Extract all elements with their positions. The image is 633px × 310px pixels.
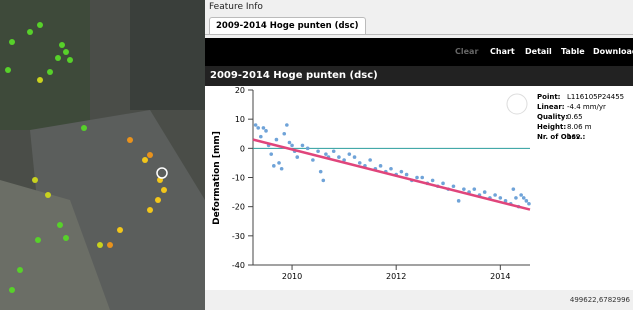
point: [462, 187, 466, 191]
toolbar: Clear Chart Detail Table Download: [205, 38, 633, 66]
point: [282, 132, 286, 136]
info-label: Linear:: [537, 103, 565, 111]
point: [512, 187, 516, 191]
x-tick-label: 2014: [490, 272, 510, 281]
x-tick-label: 2012: [386, 272, 406, 281]
point: [288, 141, 292, 145]
table-button[interactable]: Table: [561, 47, 585, 56]
info-label: Quality:: [537, 113, 568, 121]
point: [353, 155, 357, 159]
x-tick-label: 2010: [282, 272, 302, 281]
point: [472, 187, 476, 191]
y-tick-label: 20: [235, 86, 245, 95]
point: [295, 155, 299, 159]
point: [259, 135, 263, 139]
clear-button[interactable]: Clear: [455, 47, 478, 56]
point: [452, 184, 456, 188]
point: [348, 152, 352, 156]
y-tick-label: -40: [232, 261, 245, 270]
point: [275, 138, 279, 142]
point: [256, 126, 260, 130]
status-bar: 499622,6782996: [570, 296, 630, 304]
y-tick-label: -20: [232, 203, 245, 212]
point: [280, 167, 284, 171]
detail-button[interactable]: Detail: [525, 47, 552, 56]
point: [457, 199, 461, 203]
point: [311, 158, 315, 162]
point: [269, 152, 273, 156]
tab-line: [205, 34, 633, 35]
point: [358, 161, 362, 165]
point: [389, 167, 393, 171]
y-tick-label: 0: [240, 144, 245, 153]
info-value: 0.65: [567, 113, 583, 121]
point: [264, 129, 268, 133]
point: [332, 149, 336, 153]
point: [368, 158, 372, 162]
point: [415, 176, 419, 180]
info-value: -4.4 mm/yr: [567, 103, 606, 111]
point: [483, 190, 487, 194]
y-axis-label: Deformation [mm]: [212, 131, 222, 225]
feature-panel: Feature Info 2009-2014 Hoge punten (dsc)…: [205, 0, 633, 310]
map: [0, 0, 205, 310]
info-value: L116105P24455: [567, 93, 624, 101]
point: [499, 196, 503, 200]
chart-button[interactable]: Chart: [490, 47, 515, 56]
point: [277, 161, 281, 165]
info-label: Height:: [537, 123, 566, 131]
y-tick-label: -10: [232, 174, 245, 183]
point: [324, 152, 328, 156]
info-value: 162: [567, 133, 580, 141]
point: [321, 179, 325, 183]
point: [319, 170, 323, 174]
y-tick-label: -30: [232, 232, 245, 241]
point: [337, 155, 341, 159]
point: [525, 199, 529, 203]
point: [400, 170, 404, 174]
page: Feature Info 2009-2014 Hoge punten (dsc)…: [0, 0, 633, 310]
point: [290, 144, 294, 148]
info-label: Point:: [537, 93, 561, 101]
point: [519, 193, 523, 197]
point: [514, 196, 518, 200]
point: [441, 182, 445, 186]
point: [254, 123, 258, 127]
point: [306, 147, 310, 151]
point: [285, 123, 289, 127]
info-value: 8.06 m: [567, 123, 592, 131]
point: [420, 176, 424, 180]
point: [262, 126, 266, 130]
download-button[interactable]: Download: [593, 47, 633, 56]
point: [301, 144, 305, 148]
panel-title: Feature Info: [209, 2, 263, 12]
point: [431, 179, 435, 183]
y-tick-label: 10: [235, 115, 245, 124]
point: [405, 173, 409, 177]
point: [379, 164, 383, 168]
point: [316, 149, 320, 153]
point: [527, 202, 531, 206]
point: [272, 164, 276, 168]
point: [493, 193, 497, 197]
point: [522, 196, 526, 200]
chart-title: 2009-2014 Hoge punten (dsc): [205, 66, 633, 86]
tab[interactable]: 2009-2014 Hoge punten (dsc): [209, 17, 366, 34]
